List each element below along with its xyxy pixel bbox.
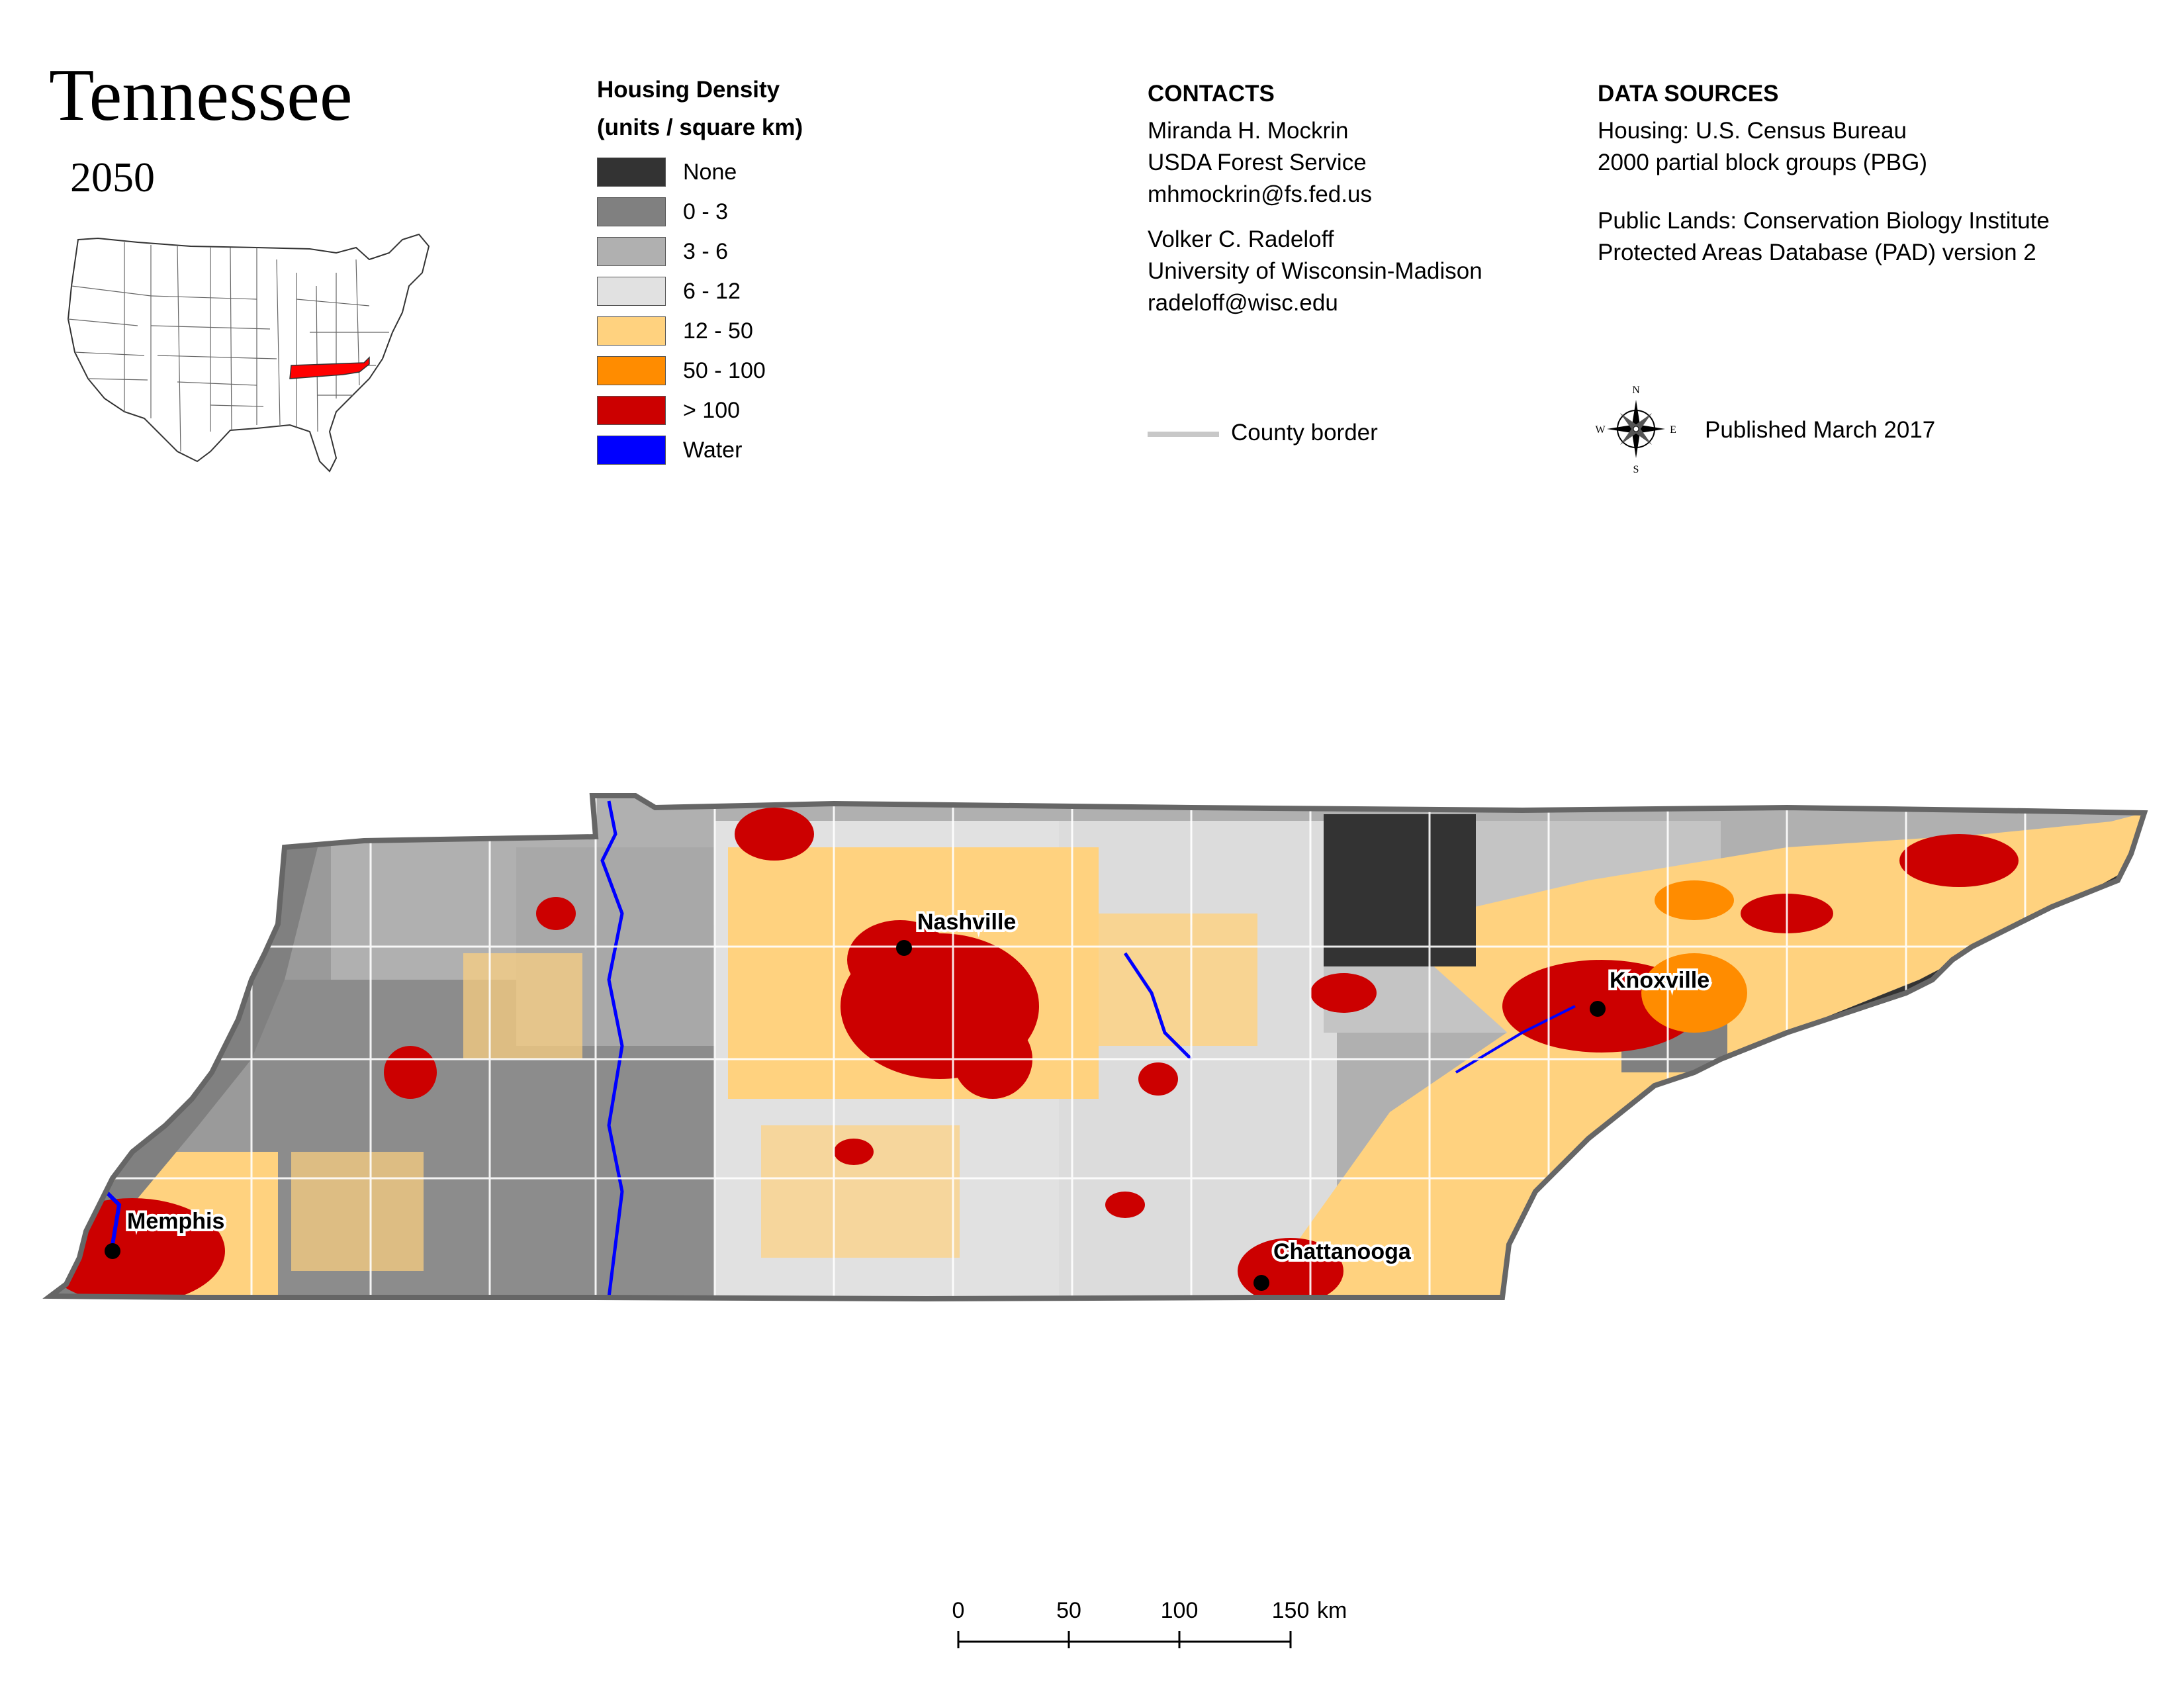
legend-item-gt-100: > 100 <box>597 396 862 426</box>
county-border-label: County border <box>1231 420 1378 445</box>
city-marker-icon <box>1590 1001 1606 1017</box>
legend-item-6-12: 6 - 12 <box>597 277 862 307</box>
city-knoxville: Knoxville <box>1590 965 1712 1017</box>
contact-org: USDA Forest Service <box>1148 150 1367 175</box>
city-label: Chattanooga <box>1273 1239 1412 1264</box>
legend-swatch <box>597 277 666 306</box>
legend-label: 3 - 6 <box>683 239 729 264</box>
city-memphis: Memphis <box>105 1206 227 1259</box>
legend-label: Water <box>683 438 743 463</box>
scale-tick-label: 0 <box>952 1598 965 1623</box>
legend-title: Housing Density <box>597 77 780 103</box>
legend-label: 50 - 100 <box>683 358 766 383</box>
legend-label: > 100 <box>683 398 741 423</box>
legend-units: (units / square km) <box>597 115 803 140</box>
contact-name: Volker C. Radeloff <box>1148 226 1334 252</box>
scale-unit: km <box>1317 1598 1347 1623</box>
tennessee-housing-density-map: Nashville Knoxville Memphis Chattanooga <box>42 793 2148 1302</box>
legend-swatch <box>597 316 666 346</box>
legend-label: 6 - 12 <box>683 279 741 304</box>
city-marker-icon <box>896 940 912 956</box>
contact-name: Miranda H. Mockrin <box>1148 118 1349 144</box>
legend-item-0-3: 0 - 3 <box>597 197 862 228</box>
scale-bar: 0 50 100 150 km <box>952 1598 1347 1648</box>
compass-w: W <box>1595 424 1606 436</box>
scale-tick-label: 100 <box>1161 1598 1199 1623</box>
legend-swatch <box>597 158 666 187</box>
city-chattanooga: Chattanooga <box>1253 1237 1414 1291</box>
legend-swatch <box>597 356 666 385</box>
density-fill <box>50 796 2144 1299</box>
legend-item-50-100: 50 - 100 <box>597 356 862 387</box>
city-marker-icon <box>1253 1275 1269 1291</box>
source-public-lands-detail: Protected Areas Database (PAD) version 2 <box>1598 240 2036 265</box>
city-label: Memphis <box>127 1209 224 1234</box>
contact-org: University of Wisconsin-Madison <box>1148 258 1482 284</box>
data-sources-heading: DATA SOURCES <box>1598 81 1779 107</box>
us-outline <box>67 233 430 473</box>
tennessee-highlight <box>289 356 370 379</box>
legend-item-water: Water <box>597 436 862 466</box>
source-public-lands: Public Lands: Conservation Biology Insti… <box>1598 208 2050 234</box>
city-label: Nashville <box>917 910 1016 935</box>
state-border <box>42 793 2148 1302</box>
published-date: Published March 2017 <box>1705 417 1936 443</box>
legend-swatch <box>597 197 666 226</box>
map-year: 2050 <box>70 154 155 201</box>
legend-item-12-50: 12 - 50 <box>597 316 862 347</box>
us-locator-map <box>67 233 430 473</box>
city-marker-icon <box>105 1243 120 1259</box>
compass-e: E <box>1670 424 1676 436</box>
scale-tick-label: 150 <box>1272 1598 1310 1623</box>
city-nashville: Nashville <box>896 907 1019 956</box>
contacts-heading: CONTACTS <box>1148 81 1275 107</box>
legend-label: None <box>683 160 737 185</box>
legend-label: 0 - 3 <box>683 199 729 224</box>
compass-s: S <box>1633 464 1639 474</box>
legend-swatch <box>597 237 666 266</box>
legend-swatch <box>597 436 666 465</box>
county-border-symbol <box>1148 432 1219 437</box>
contacts-block: CONTACTS Miranda H. Mockrin USDA Forest … <box>1148 81 1482 319</box>
housing-density-legend: Housing Density (units / square km) None… <box>597 78 803 475</box>
legend-swatch <box>597 396 666 425</box>
legend-item-3-6: 3 - 6 <box>597 237 862 267</box>
legend-label: 12 - 50 <box>683 318 753 344</box>
contact-email: radeloff@wisc.edu <box>1148 290 1338 316</box>
source-housing: Housing: U.S. Census Bureau <box>1598 118 1907 144</box>
county-border-legend: County border <box>1148 417 1545 450</box>
legend-item-none: None <box>597 158 862 188</box>
source-housing-detail: 2000 partial block groups (PBG) <box>1598 150 1928 175</box>
city-label: Knoxville <box>1610 968 1709 993</box>
map-title: Tennessee <box>49 54 353 136</box>
us-state-lines <box>68 242 389 452</box>
compass-rose-icon: N S E W <box>1595 385 1676 474</box>
scale-tick-label: 50 <box>1056 1598 1081 1623</box>
compass-n: N <box>1632 385 1640 396</box>
contact-email: mhmockrin@fs.fed.us <box>1148 181 1372 207</box>
data-sources-block: DATA SOURCES Housing: U.S. Census Bureau… <box>1598 81 2050 269</box>
